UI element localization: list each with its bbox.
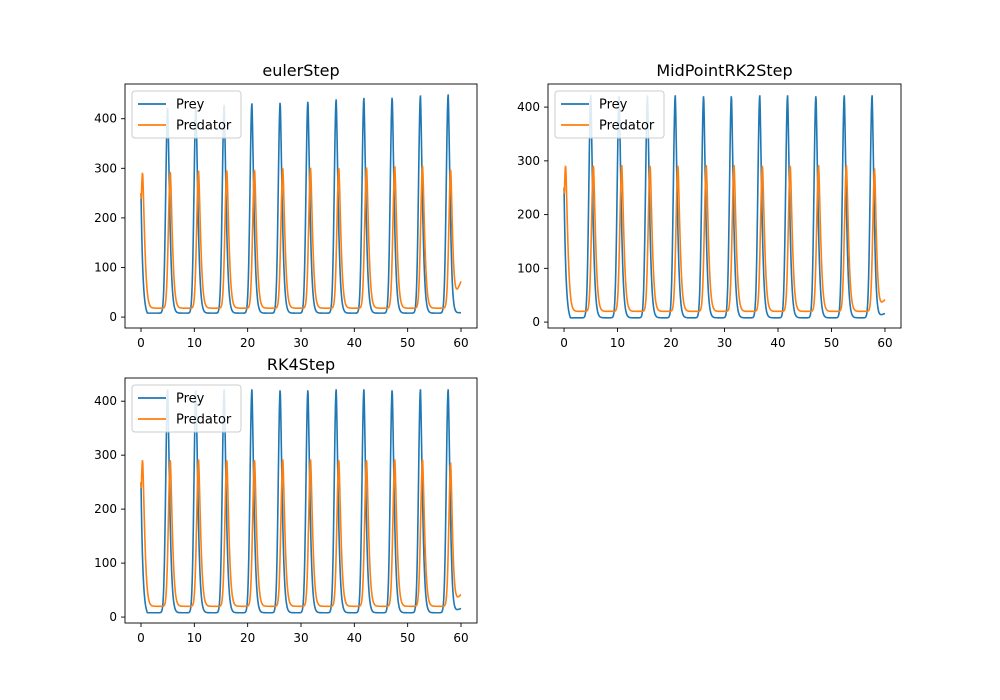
legend-label-predator: Predator	[599, 119, 655, 134]
x-tick-label: 60	[877, 336, 892, 350]
x-tick-label: 40	[347, 631, 362, 645]
x-tick-label: 30	[293, 336, 308, 350]
y-tick-label: 400	[517, 100, 540, 114]
x-tick-label: 0	[137, 336, 145, 350]
y-tick-label: 400	[94, 394, 117, 408]
series-line-predator	[563, 165, 886, 313]
legend-label-prey: Prey	[176, 392, 205, 407]
x-tick-label: 60	[453, 631, 468, 645]
y-tick-label: 0	[532, 315, 540, 329]
x-tick-label: 40	[770, 336, 785, 350]
series-line-predator	[140, 165, 462, 309]
series-line-prey	[563, 95, 886, 319]
chart-title: MidPointRK2Step	[656, 61, 792, 80]
chart-title: RK4Step	[267, 355, 335, 374]
y-tick-label: 100	[94, 556, 117, 570]
series-line-prey	[140, 389, 462, 614]
x-tick-label: 20	[240, 631, 255, 645]
y-tick-label: 300	[94, 448, 117, 462]
x-tick-label: 50	[400, 631, 415, 645]
legend: Prey Predator	[131, 384, 242, 433]
x-tick-label: 0	[560, 336, 568, 350]
y-tick-label: 400	[94, 112, 117, 126]
legend-label-prey: Prey	[599, 98, 628, 113]
subplot-1: 0 10 20 30 40 50 600100200300400eulerStepPreyP…	[94, 61, 478, 350]
x-tick-label: 30	[717, 336, 732, 350]
x-tick-label: 60	[453, 336, 468, 350]
x-tick-label: 10	[610, 336, 625, 350]
legend: Prey Predator	[554, 90, 665, 139]
subplot-2: 0 10 20 30 40 50 60 0 100 200 300 400 MidPointRK2Ste…	[517, 61, 902, 350]
x-tick-label: 20	[663, 336, 678, 350]
subplot-3: 0 10 20 30 40 50 600100200300400RK4StepPreyPre…	[94, 355, 478, 645]
series-line-predator	[140, 459, 462, 608]
legend-box	[131, 90, 242, 139]
legend-box	[554, 90, 665, 139]
x-tick-label: 50	[400, 336, 415, 350]
x-tick-label: 10	[187, 631, 202, 645]
y-tick-label: 0	[109, 610, 117, 624]
y-tick-label: 200	[94, 211, 117, 225]
y-tick-label: 200	[94, 502, 117, 516]
y-tick-label: 300	[517, 154, 540, 168]
x-tick-label: 20	[240, 336, 255, 350]
legend-box	[131, 384, 242, 433]
y-tick-label: 200	[517, 208, 540, 222]
legend-label-predator: Predator	[176, 119, 232, 134]
x-tick-label: 50	[824, 336, 839, 350]
y-tick-label: 0	[109, 310, 117, 324]
y-tick-label: 100	[94, 260, 117, 274]
y-tick-label: 100	[517, 261, 540, 275]
y-tick-label: 300	[94, 161, 117, 175]
x-tick-label: 40	[347, 336, 362, 350]
x-tick-label: 0	[137, 631, 145, 645]
x-tick-label: 10	[187, 336, 202, 350]
chart-title: eulerStep	[262, 61, 339, 80]
legend-label-prey: Prey	[176, 98, 205, 113]
x-tick-label: 30	[293, 631, 308, 645]
legend: Prey Predator	[131, 90, 242, 139]
legend-label-predator: Predator	[176, 413, 232, 428]
series-line-prey	[140, 94, 462, 314]
